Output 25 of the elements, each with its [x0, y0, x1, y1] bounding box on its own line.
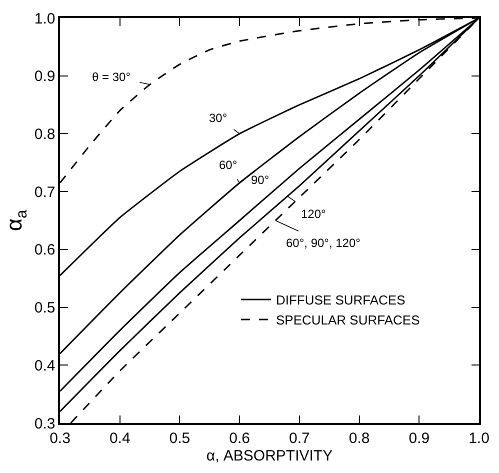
y-tick-label: 0.4 — [34, 357, 56, 374]
annotation: 30° — [209, 111, 228, 125]
x-tick-label: 0.6 — [229, 430, 250, 447]
annotation: 60°, 90°, 120° — [286, 236, 361, 250]
annotation: θ = 30° — [92, 70, 131, 84]
legend-label: SPECULAR SURFACES — [276, 312, 420, 328]
annotation: 90° — [251, 173, 270, 187]
y-tick-label: 0.8 — [34, 126, 56, 143]
y-tick-label: 0.3 — [34, 415, 56, 432]
y-tick-label: 0.6 — [34, 242, 56, 259]
legend-label: DIFFUSE SURFACES — [276, 292, 406, 308]
y-tick-label: 0.5 — [34, 300, 56, 317]
annotation: 120° — [301, 207, 326, 221]
x-tick-label: 0.8 — [348, 430, 370, 447]
x-tick-label: 0.5 — [169, 430, 190, 447]
x-tick-label: 1.0 — [468, 430, 490, 447]
x-axis-title: α, ABSORPTIVITY — [206, 447, 333, 464]
y-tick-label: 0.9 — [34, 68, 56, 86]
x-tick-label: 0.4 — [109, 430, 130, 447]
x-tick-label: 0.9 — [408, 430, 430, 447]
y-tick-label: 1.0 — [34, 10, 56, 28]
annotation: 60° — [219, 158, 238, 172]
x-tick-label: 0.3 — [50, 430, 70, 447]
x-tick-label: 0.7 — [289, 430, 310, 447]
y-tick-label: 0.7 — [34, 184, 56, 201]
